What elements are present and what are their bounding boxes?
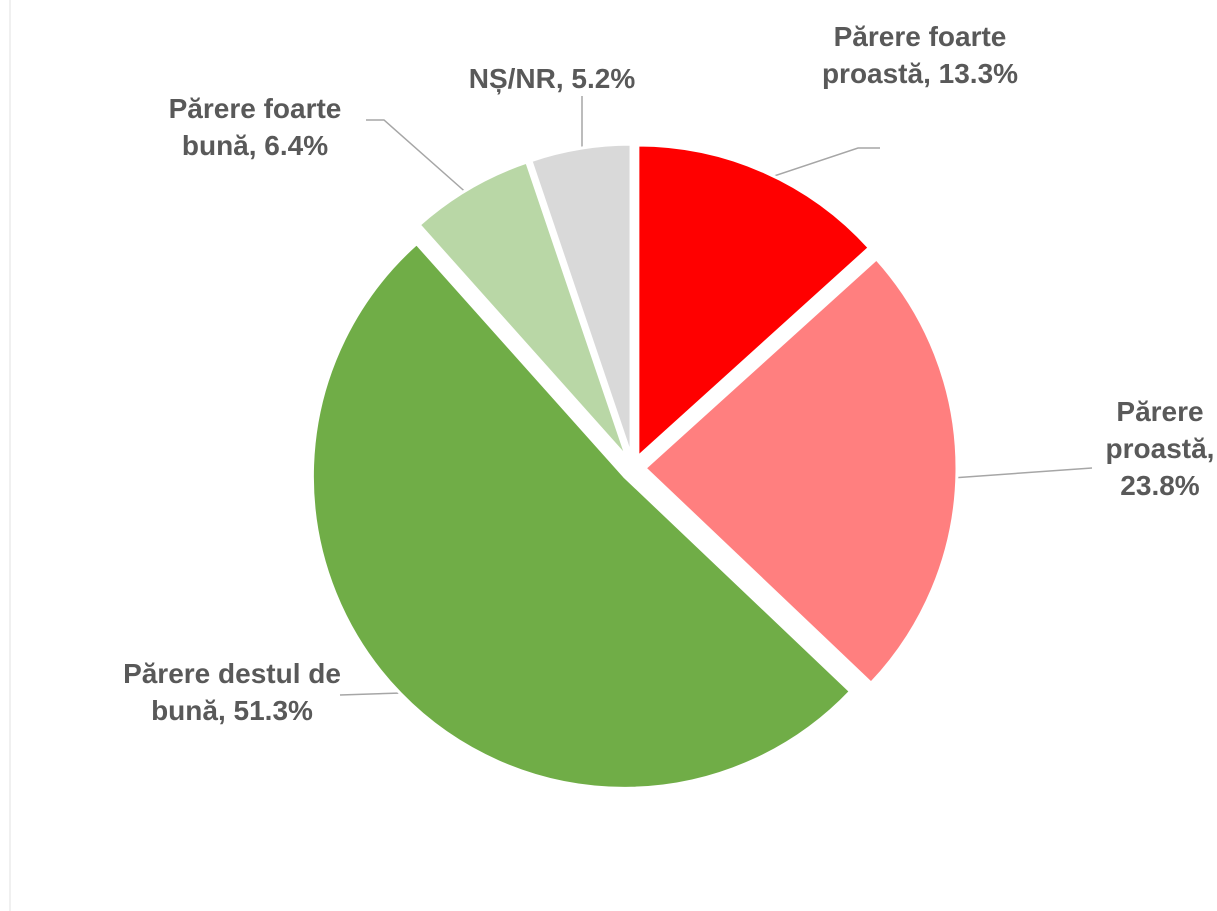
pie-slice [417, 160, 629, 459]
data-label: Părere proastă, 23.8% [1105, 396, 1215, 501]
pie-slice [310, 241, 853, 790]
leader-line [366, 119, 471, 197]
leader-line [951, 467, 1093, 479]
pie-slice [636, 143, 872, 461]
data-label: Părere foarte proastă, 13.3% [821, 21, 1019, 89]
pie-slice [642, 256, 959, 686]
data-label: NȘ/NR, 5.2% [468, 63, 636, 94]
data-label: Părere foarte bună, 6.4% [168, 93, 342, 161]
leader-line [339, 692, 403, 696]
data-label: Părere destul de bună, 51.3% [123, 658, 341, 726]
pie-slice [529, 142, 633, 457]
leader-line [761, 147, 880, 181]
